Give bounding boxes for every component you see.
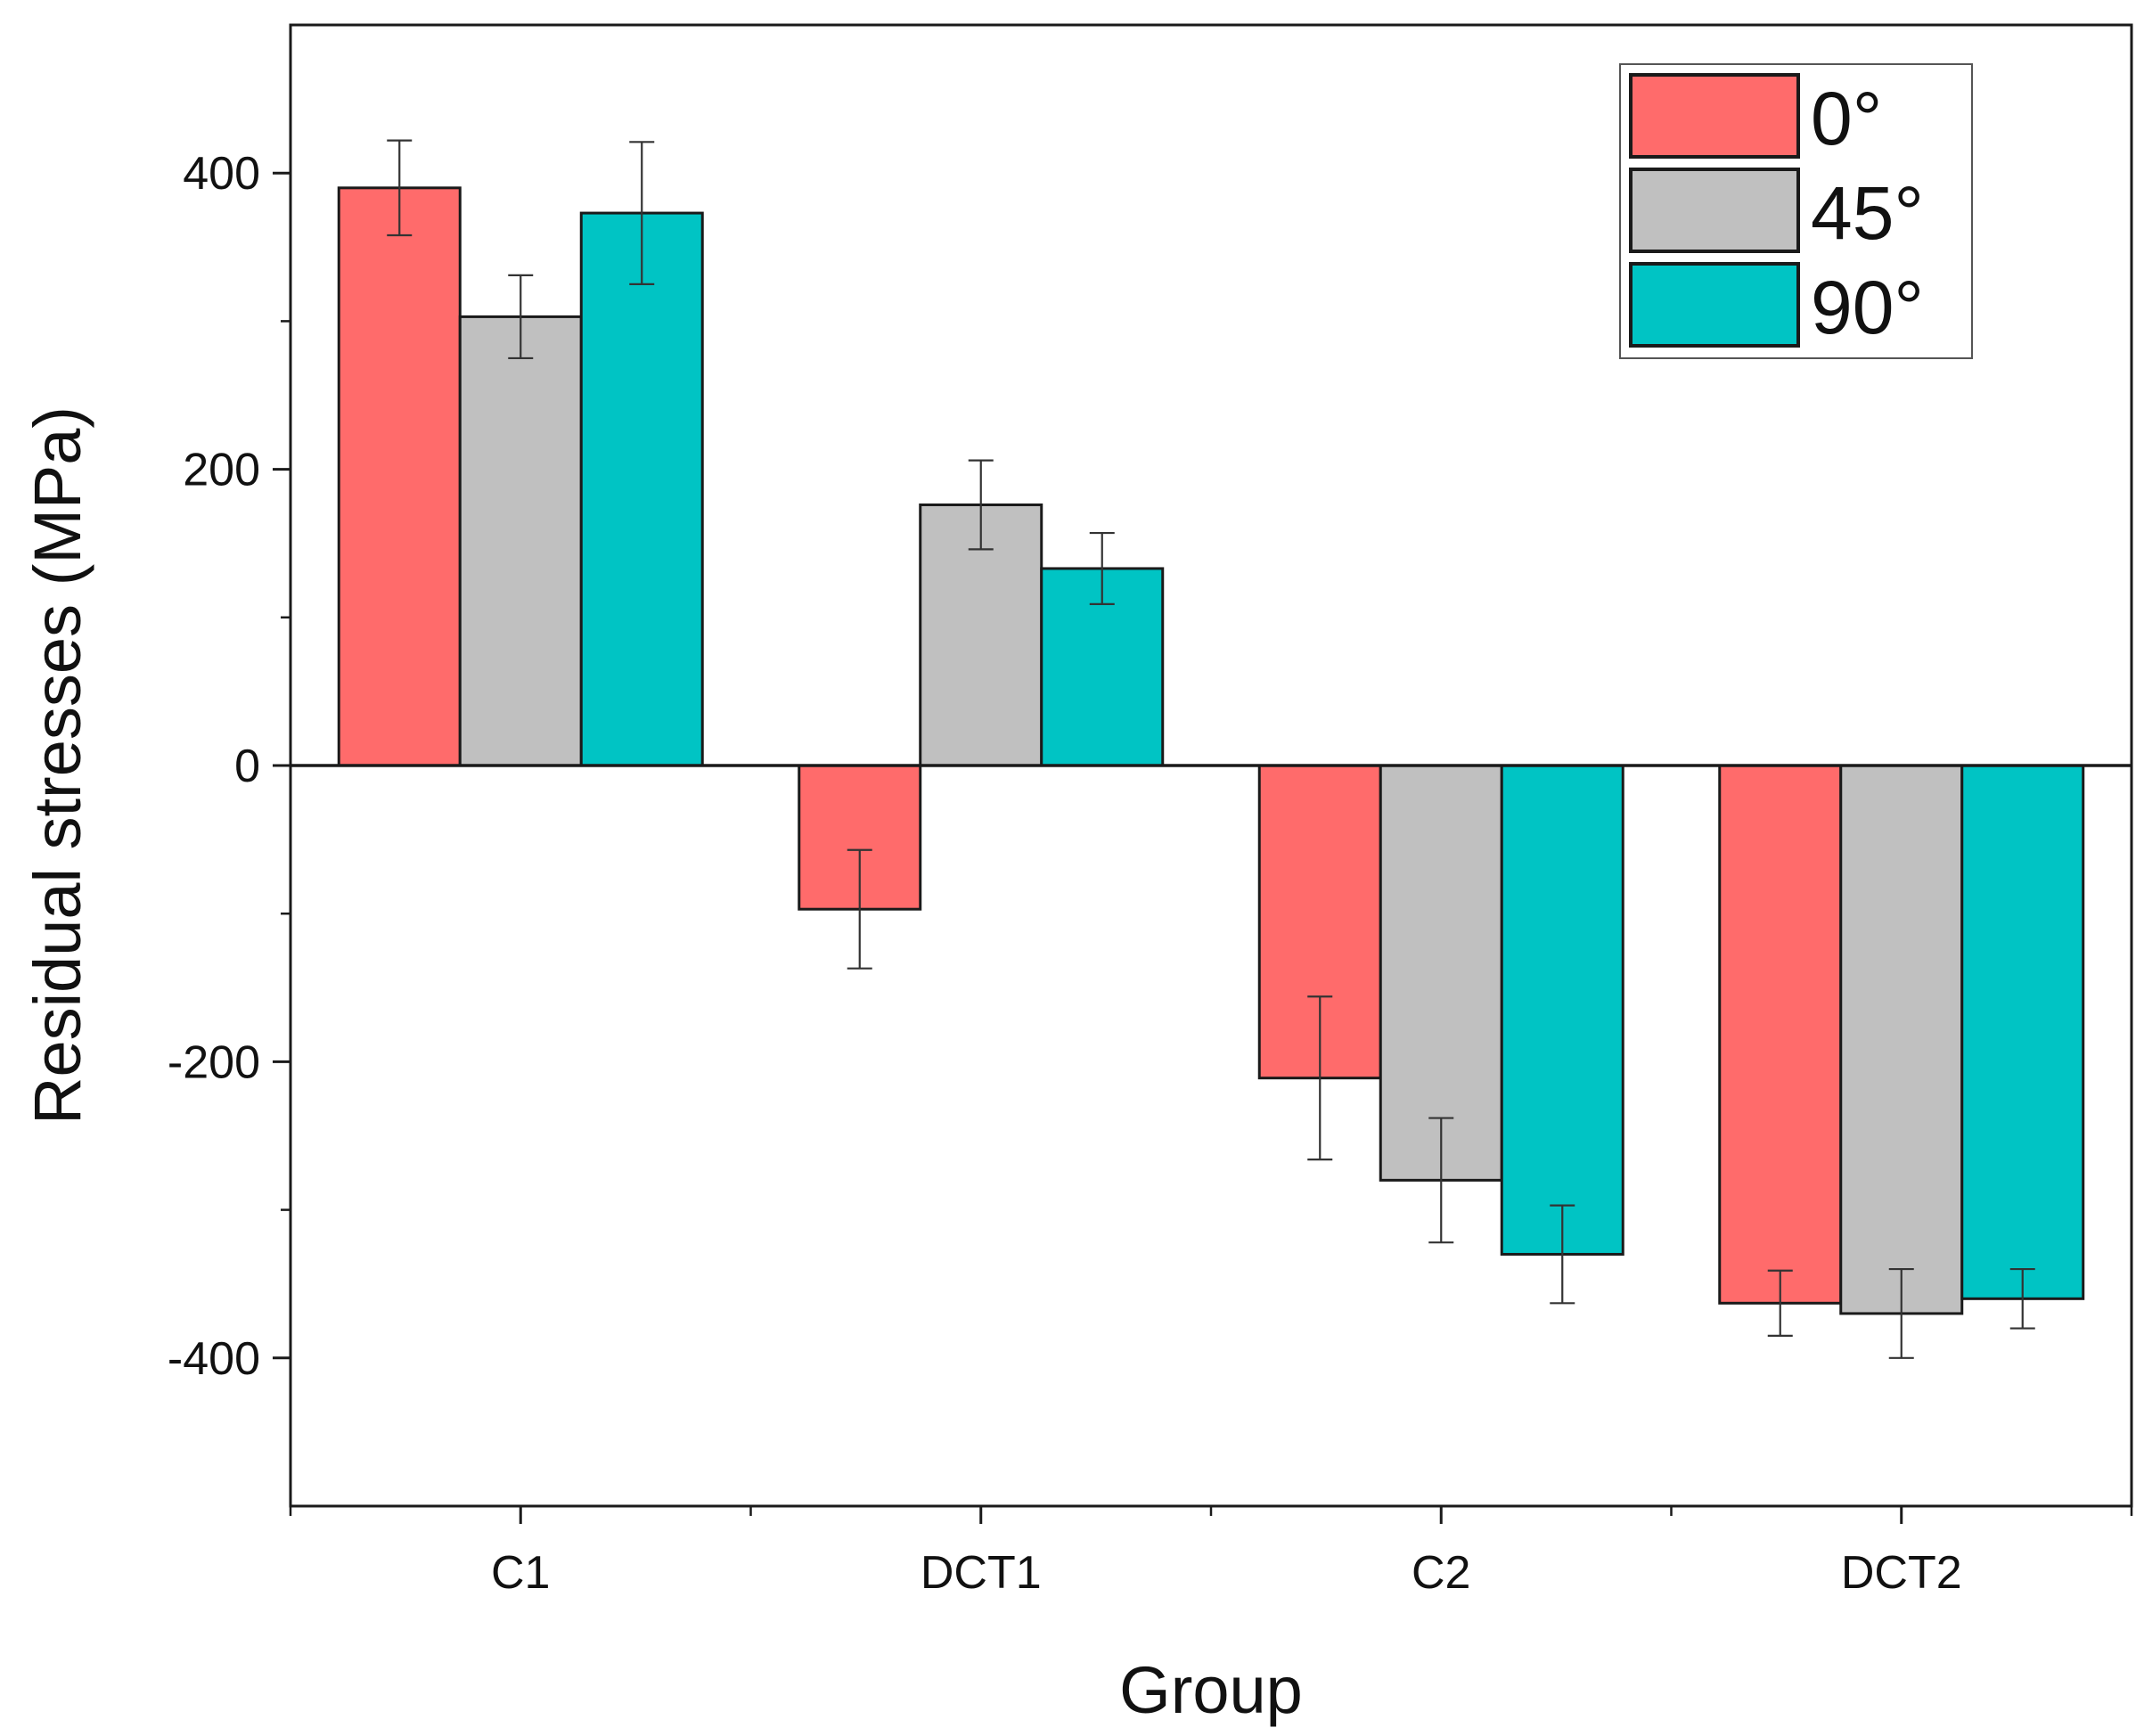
y-axis-title: Residual stresses (MPa) (20, 406, 94, 1125)
legend-label-2: 90° (1811, 266, 1924, 349)
legend-label-1: 45° (1811, 171, 1924, 255)
y-tick-label: 400 (183, 148, 260, 200)
x-tick-label: DCT1 (921, 1547, 1042, 1599)
x-axis-title: Group (1119, 1653, 1303, 1727)
error-bar-dct2-2 (2009, 1267, 2035, 1330)
error-bar-dct1-2 (1089, 531, 1115, 605)
y-tick-label: 200 (183, 445, 260, 496)
error-bar-dct2-0 (1767, 1269, 1793, 1337)
error-bar-dct2-1 (1888, 1267, 1914, 1359)
legend-label-0: 0° (1811, 77, 1882, 160)
bar-c1-1 (458, 315, 583, 767)
error-bar-c1-0 (387, 139, 413, 237)
error-bar-dct1-0 (847, 848, 872, 970)
y-tick-label: 0 (234, 741, 260, 792)
bar-dct2-1 (1839, 764, 1964, 1315)
bar-c1-2 (579, 211, 704, 767)
error-bar-c2-0 (1307, 995, 1333, 1161)
error-bar-dct1-1 (968, 459, 994, 551)
y-tick-label: -400 (168, 1333, 260, 1385)
bar-c2-1 (1379, 764, 1503, 1182)
y-axis: -400 -200 0 200 400 (168, 148, 291, 1385)
error-bar-c2-2 (1550, 1204, 1575, 1305)
x-tick-label: C2 (1412, 1547, 1470, 1599)
x-tick-label: DCT2 (1841, 1547, 1962, 1599)
legend-swatch-1 (1629, 168, 1800, 253)
legend: 0° 45° 90° (1619, 63, 1973, 359)
y-tick-label: -200 (168, 1036, 260, 1088)
error-bar-c1-2 (629, 141, 655, 285)
x-tick-label: C1 (491, 1547, 550, 1599)
error-bar-c1-1 (508, 274, 534, 360)
bar-dct2-0 (1718, 764, 1843, 1305)
error-bar-c2-1 (1428, 1117, 1454, 1244)
x-axis: C1 DCT1 C2 DCT2 (289, 1506, 2133, 1599)
bar-c2-2 (1500, 764, 1624, 1256)
bar-c1-0 (337, 186, 462, 767)
legend-swatch-0 (1629, 73, 1800, 159)
legend-swatch-2 (1629, 262, 1800, 348)
error-bars (387, 139, 2035, 1359)
bar-dct2-2 (1960, 764, 2085, 1300)
